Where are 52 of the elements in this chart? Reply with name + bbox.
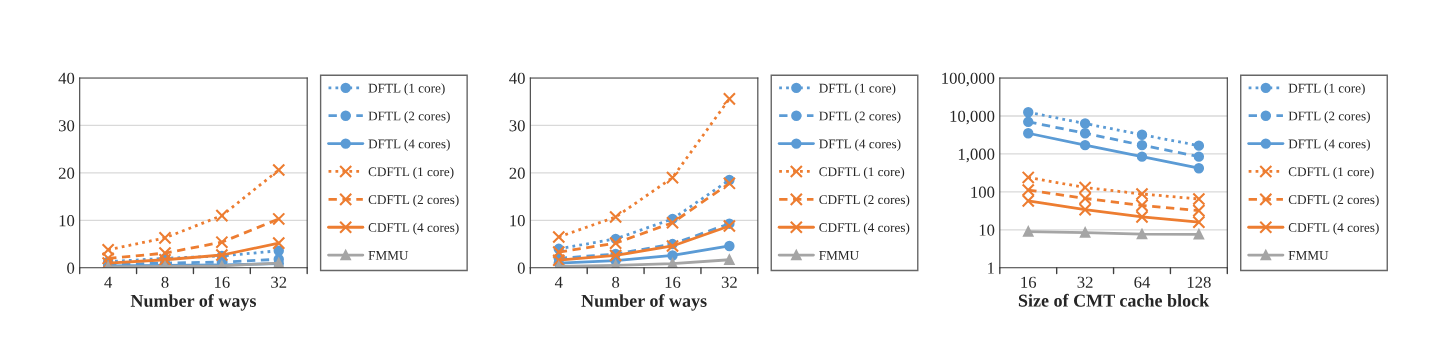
legend-label: CDFTL (1 core): [819, 166, 905, 179]
x-tick-label: 32: [1077, 276, 1093, 288]
legend-label: FMMU: [368, 251, 409, 260]
y-tick-label: 40: [509, 72, 525, 84]
y-tick-label: 30: [509, 120, 525, 132]
legend-label: CDFTL (2 cores): [368, 194, 459, 207]
x-tick-label: 4: [104, 276, 113, 288]
x-tick-label: 8: [612, 276, 620, 288]
y-tick-label: 0: [517, 262, 525, 274]
legend-label: CDFTL (1 core): [1288, 166, 1374, 179]
x-axis-title: Size of CMT cache block: [1018, 293, 1210, 307]
legend-label: CDFTL (4 cores): [368, 222, 459, 235]
x-tick-label: 16: [665, 276, 681, 288]
legend-label: DFTL (2 cores): [368, 111, 450, 124]
y-tick-label: 20: [509, 167, 525, 179]
legend-label: FMMU: [1288, 251, 1329, 260]
legend-label: CDFTL (4 cores): [1288, 222, 1379, 235]
y-tick-label: 40: [58, 72, 75, 84]
y-tick-label: 10: [979, 224, 995, 236]
y-tick-label: 20: [58, 167, 75, 179]
legend-label: DFTL (1 core): [368, 83, 445, 96]
x-tick-label: 64: [1134, 276, 1151, 288]
x-tick-label: 8: [161, 276, 169, 288]
x-axis-title: Number of ways: [581, 294, 707, 311]
legend-label: DFTL (4 cores): [1288, 139, 1370, 152]
x-tick-label: 32: [271, 276, 287, 288]
legend-label: DFTL (4 cores): [368, 139, 450, 152]
y-tick-label: 10: [510, 215, 525, 227]
y-tick-label: 1,000: [958, 148, 995, 163]
x-tick-label: 16: [1021, 276, 1037, 288]
legend-label: DFTL (4 cores): [819, 139, 901, 152]
y-tick-label: 30: [58, 120, 75, 132]
y-tick-label: 10: [59, 215, 75, 227]
legend-label: DFTL (1 core): [819, 83, 896, 96]
legend-label: CDFTL (4 cores): [819, 222, 910, 235]
x-tick-label: 4: [554, 276, 563, 288]
y-tick-label: 100: [971, 186, 995, 198]
y-tick-label: 10,000: [950, 110, 995, 125]
legend-label: CDFTL (2 cores): [819, 194, 910, 207]
legend-label: FMMU: [819, 251, 859, 260]
x-axis-title: Number of ways: [130, 294, 257, 311]
x-tick-label: 16: [215, 276, 230, 288]
x-tick-label: 32: [721, 276, 737, 288]
x-tick-label: 128: [1187, 276, 1211, 288]
y-tick-label: 100,000: [942, 72, 995, 87]
legend-label: DFTL (2 cores): [1288, 111, 1370, 124]
legend-label: CDFTL (1 core): [368, 166, 454, 179]
legend-label: CDFTL (2 cores): [1288, 194, 1379, 207]
legend-label: DFTL (1 core): [1288, 83, 1365, 96]
legend-label: DFTL (2 cores): [819, 111, 901, 124]
y-tick-label: 0: [67, 262, 75, 274]
y-tick-label: 1: [988, 262, 994, 274]
